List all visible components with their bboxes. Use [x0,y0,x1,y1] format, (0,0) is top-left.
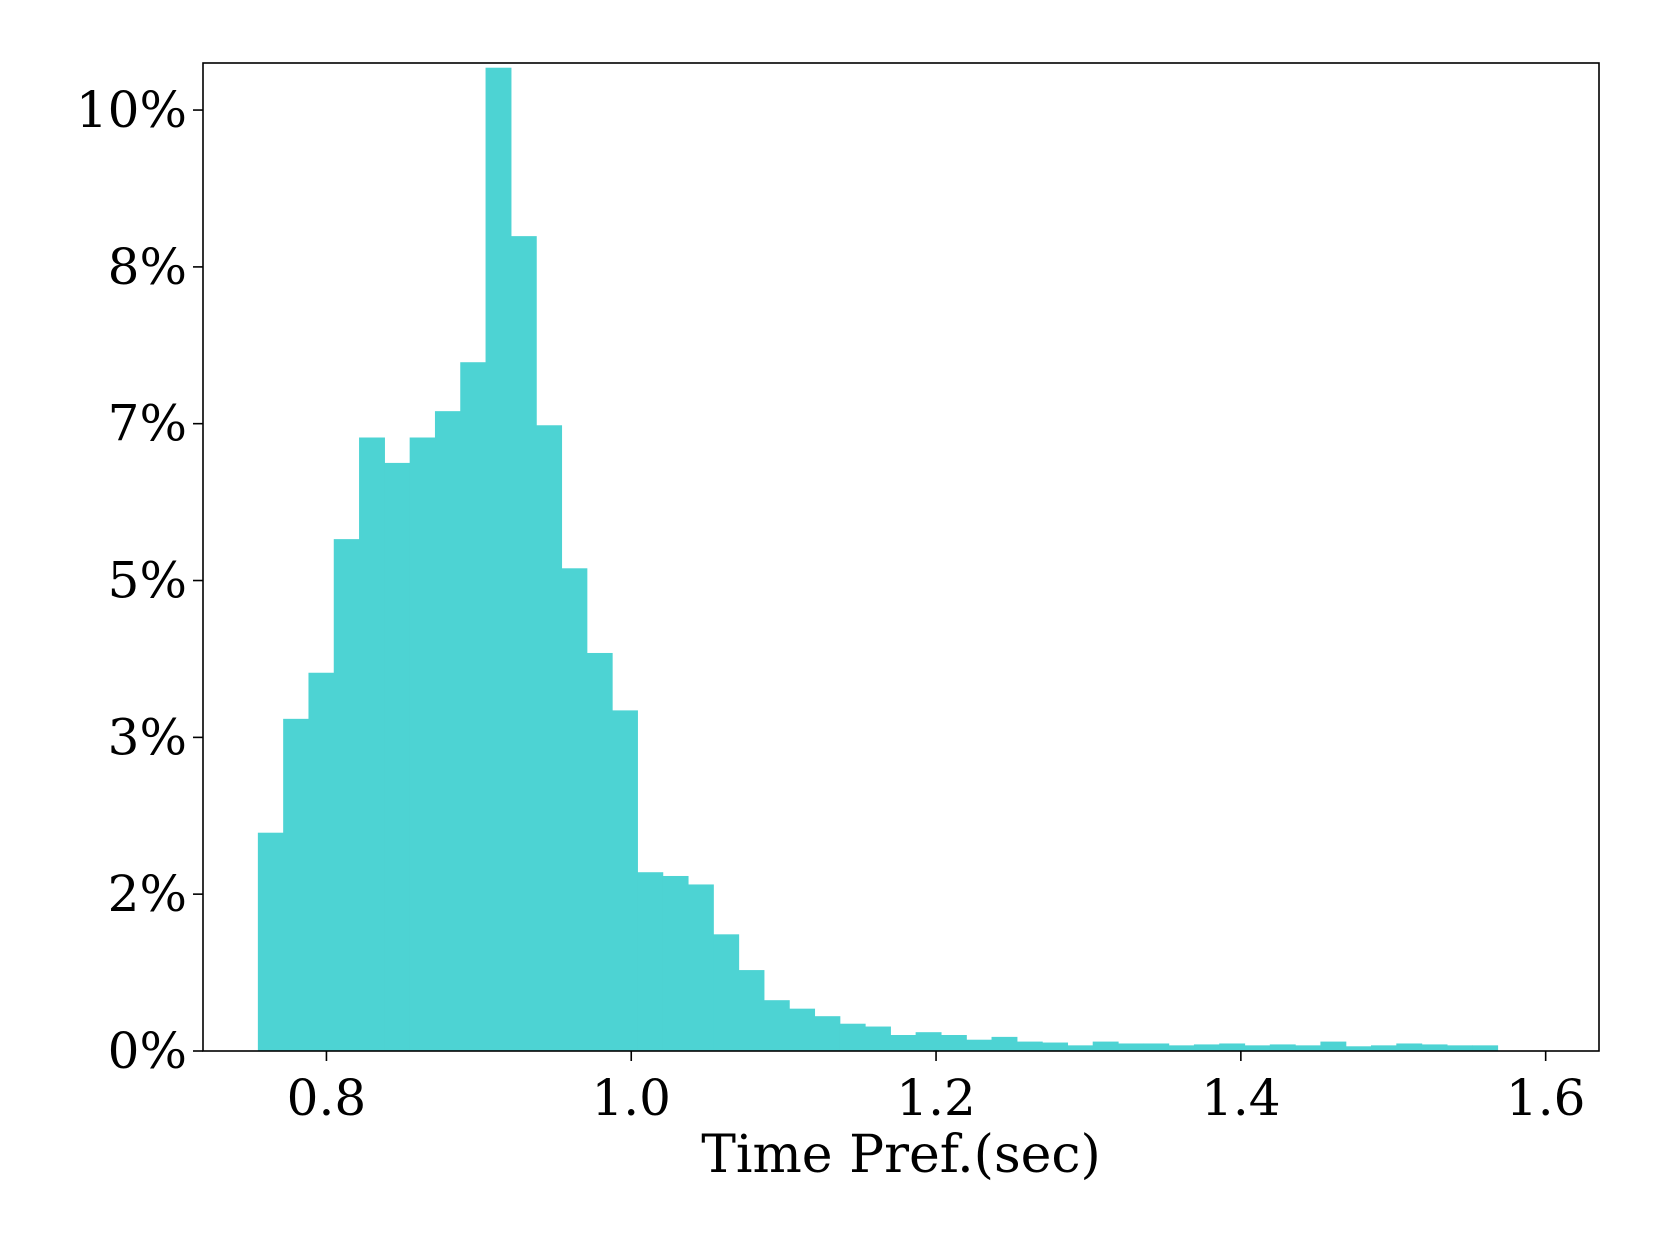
histogram-bar [1421,1044,1448,1051]
histogram-bar [1092,1041,1119,1051]
histogram-bar [940,1035,967,1051]
x-axis-label: Time Pref.(sec) [701,1125,1101,1185]
histogram-bar [1269,1044,1296,1051]
histogram-bar [789,1008,816,1051]
y-tick-label: 0% [108,1022,187,1080]
histogram-bar [359,437,385,1052]
histogram-bar [409,437,436,1052]
histogram-bar [814,1016,841,1051]
histogram-bar [333,539,360,1051]
histogram-bar [637,872,664,1051]
histogram-bar [308,672,335,1051]
histogram-bar [561,568,588,1051]
y-tick-label: 5% [108,552,187,610]
histogram-bar [434,411,461,1052]
histogram-bars [257,67,1499,1052]
histogram-bar [536,425,563,1051]
histogram-bar [662,875,689,1051]
histogram-bar [1067,1045,1094,1051]
histogram-bar [1396,1043,1423,1051]
histogram-bar [1168,1045,1195,1051]
histogram-bar [510,236,537,1051]
histogram-bar [1118,1043,1144,1051]
histogram-bar [687,884,714,1051]
histogram-bar [915,1032,942,1051]
histogram-bar [991,1036,1018,1051]
y-tick-label: 10% [76,81,187,139]
histogram-bar [1295,1045,1322,1051]
histogram-bar [257,832,284,1051]
histogram-bar [966,1039,993,1051]
histogram-bar [1042,1042,1069,1051]
histogram-bar [1143,1043,1170,1051]
y-tick-label: 2% [108,865,187,923]
histogram-bar [283,718,310,1051]
x-tick-label: 1.0 [591,1069,671,1127]
histogram-bar [1345,1046,1372,1051]
histogram-bar [1371,1045,1397,1051]
histogram-bar [1193,1044,1220,1051]
histogram-bar [612,710,638,1051]
histogram-bar [586,652,613,1051]
histogram-bar [763,1000,790,1051]
histogram-bar [1219,1043,1246,1051]
histogram-bar [1320,1041,1347,1051]
x-tick-label: 0.8 [287,1069,367,1127]
plot-frame [202,62,1600,1052]
x-tick-label: 1.6 [1506,1069,1586,1127]
histogram-bar [890,1035,917,1051]
histogram-bar [1472,1045,1499,1051]
histogram-bar [1244,1045,1271,1051]
y-tick-label: 8% [108,238,187,296]
y-tick-label: 3% [108,708,187,766]
histogram-bar [1016,1041,1043,1051]
y-axis-ticks: 0% 2% 3% 5% 7% 8% 10% [76,81,203,1080]
histogram-bar [713,934,740,1051]
x-tick-label: 1.2 [896,1069,976,1127]
y-tick-label: 7% [108,395,187,453]
histogram-bar [839,1023,866,1051]
histogram-bar [738,970,765,1051]
x-axis-ticks: 0.8 1.0 1.2 1.4 1.6 [287,1051,1586,1127]
histogram-bar [1446,1045,1473,1051]
histogram-bar [384,462,411,1051]
histogram-bar [460,362,487,1051]
histogram-bar [485,67,512,1051]
histogram-bar [865,1026,891,1051]
x-tick-label: 1.4 [1201,1069,1281,1127]
